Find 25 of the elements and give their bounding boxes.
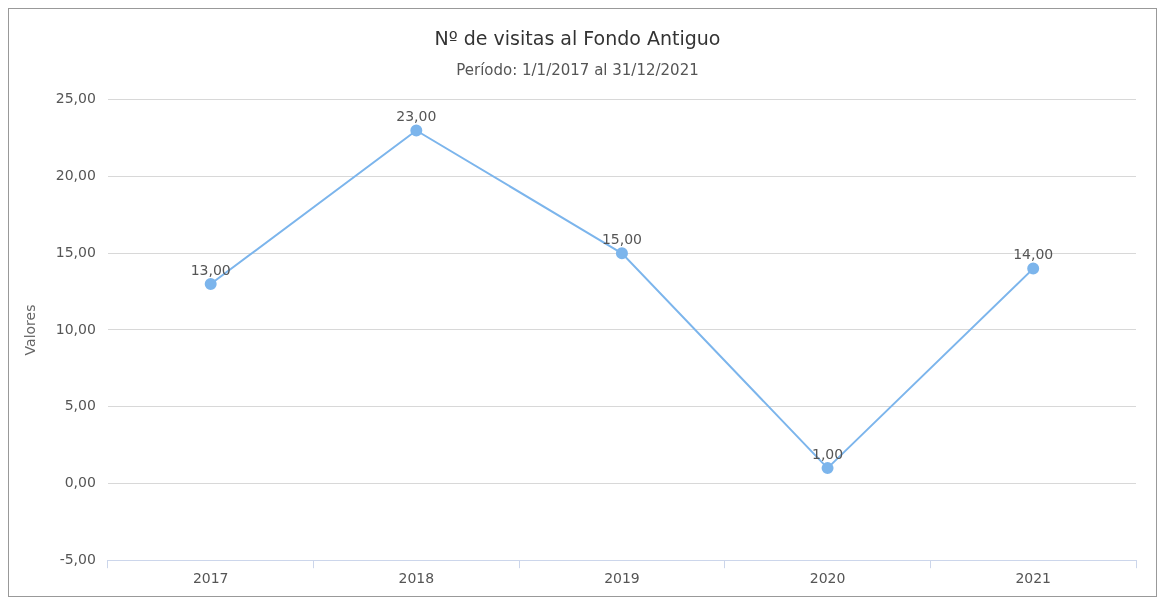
x-tick-label: 2019: [604, 570, 640, 587]
chart-title: Nº de visitas al Fondo Antiguo: [434, 27, 721, 50]
data-label: 1,00: [811, 445, 844, 462]
y-tick-label: -5,00: [59, 550, 96, 567]
point: [615, 247, 628, 260]
point: [410, 124, 423, 137]
point: [1027, 262, 1040, 275]
x-tick-label: 2020: [809, 570, 846, 587]
y-axis-title: Valores: [22, 304, 39, 356]
y-tick-label: 15,00: [55, 243, 96, 260]
point: [821, 462, 834, 475]
y-tick-label: 5,00: [64, 397, 96, 414]
data-label: 15,00: [601, 230, 642, 247]
y-tick-label: 0,00: [64, 474, 96, 491]
y-tick-label: 25,00: [55, 90, 96, 107]
x-tick-label: 2017: [192, 570, 229, 587]
y-tick-label: 20,00: [55, 167, 96, 184]
data-label: 23,00: [396, 108, 437, 125]
point: [204, 277, 217, 290]
y-tick-label: 10,00: [55, 320, 96, 337]
x-tick-label: 2021: [1015, 570, 1052, 587]
chart-subtitle: Período: 1/1/2017 al 31/12/2021: [456, 60, 699, 79]
data-label: 14,00: [1013, 246, 1054, 263]
data-label: 13,00: [190, 261, 231, 278]
x-tick-label: 2018: [398, 570, 435, 587]
